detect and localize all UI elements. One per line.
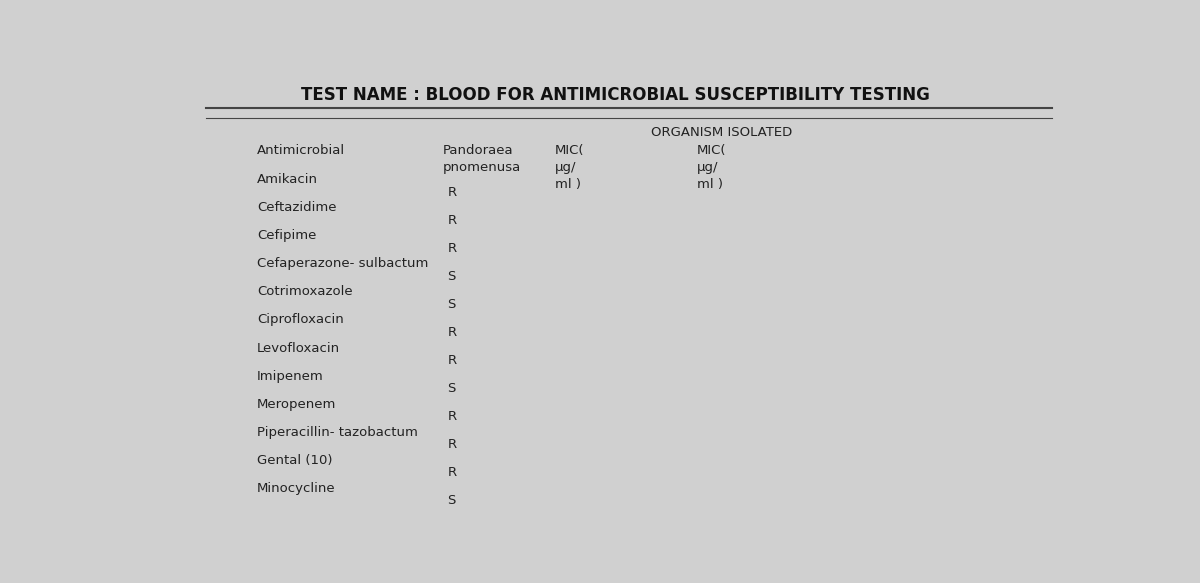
Text: R: R: [448, 242, 457, 255]
Text: Gental (10): Gental (10): [257, 454, 332, 467]
Text: S: S: [448, 494, 456, 507]
Text: Levofloxacin: Levofloxacin: [257, 342, 340, 354]
Text: Piperacillin- tazobactum: Piperacillin- tazobactum: [257, 426, 418, 439]
Text: R: R: [448, 354, 457, 367]
Text: MIC(
μg/
ml ): MIC( μg/ ml ): [554, 144, 584, 191]
Text: R: R: [448, 214, 457, 227]
Text: TEST NAME : BLOOD FOR ANTIMICROBIAL SUSCEPTIBILITY TESTING: TEST NAME : BLOOD FOR ANTIMICROBIAL SUSC…: [300, 86, 930, 104]
Text: Ceftazidime: Ceftazidime: [257, 201, 336, 215]
Text: R: R: [448, 438, 457, 451]
Text: Ciprofloxacin: Ciprofloxacin: [257, 314, 343, 326]
Text: Meropenem: Meropenem: [257, 398, 336, 410]
Text: S: S: [448, 298, 456, 311]
Text: Minocycline: Minocycline: [257, 482, 336, 495]
Text: Cefipime: Cefipime: [257, 229, 317, 243]
Text: R: R: [448, 410, 457, 423]
Text: Cotrimoxazole: Cotrimoxazole: [257, 286, 353, 298]
Text: R: R: [448, 326, 457, 339]
Text: ORGANISM ISOLATED: ORGANISM ISOLATED: [652, 126, 792, 139]
Text: S: S: [448, 382, 456, 395]
Text: Amikacin: Amikacin: [257, 173, 318, 186]
Text: Imipenem: Imipenem: [257, 370, 324, 382]
Text: Pandoraea
pnomenusa: Pandoraea pnomenusa: [443, 144, 521, 174]
Text: MIC(
μg/
ml ): MIC( μg/ ml ): [697, 144, 726, 191]
Text: Antimicrobial: Antimicrobial: [257, 144, 346, 157]
Text: S: S: [448, 270, 456, 283]
Text: R: R: [448, 186, 457, 199]
Text: Cefaperazone- sulbactum: Cefaperazone- sulbactum: [257, 257, 428, 271]
Text: R: R: [448, 466, 457, 479]
